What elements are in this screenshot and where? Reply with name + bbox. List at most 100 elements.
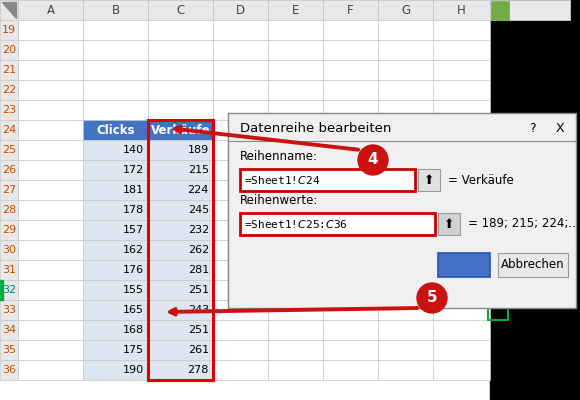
Bar bbox=[0, 40, 18, 60]
Bar bbox=[18, 100, 83, 120]
Text: 22: 22 bbox=[2, 85, 16, 95]
Bar bbox=[83, 220, 148, 240]
Text: Clicks: Clicks bbox=[96, 124, 135, 136]
Bar bbox=[433, 240, 490, 260]
Bar bbox=[148, 180, 213, 200]
Text: 175: 175 bbox=[123, 345, 144, 355]
Bar bbox=[0, 100, 18, 120]
Text: 162: 162 bbox=[123, 245, 144, 255]
Bar bbox=[148, 140, 213, 160]
Bar bbox=[268, 200, 323, 220]
Text: = 189; 215; 224;...: = 189; 215; 224;... bbox=[468, 218, 579, 230]
Text: 23: 23 bbox=[2, 105, 16, 115]
Text: 30: 30 bbox=[2, 245, 16, 255]
Bar bbox=[323, 180, 378, 200]
Bar bbox=[213, 0, 268, 20]
Text: Datenreihe bearbeiten: Datenreihe bearbeiten bbox=[240, 122, 392, 134]
Text: H: H bbox=[457, 4, 466, 16]
Bar bbox=[18, 40, 83, 60]
Bar bbox=[378, 120, 433, 140]
Bar bbox=[213, 20, 268, 40]
Text: C: C bbox=[176, 4, 184, 16]
Text: 34: 34 bbox=[2, 325, 16, 335]
Bar bbox=[378, 240, 433, 260]
Bar bbox=[378, 140, 433, 160]
Text: 243: 243 bbox=[188, 305, 209, 315]
Bar bbox=[378, 300, 433, 320]
Bar bbox=[438, 253, 490, 277]
Text: 27: 27 bbox=[2, 185, 16, 195]
Bar bbox=[213, 160, 268, 180]
Bar bbox=[148, 340, 213, 360]
Bar bbox=[18, 160, 83, 180]
Text: 176: 176 bbox=[123, 265, 144, 275]
Text: Verkäufe: Verkäufe bbox=[151, 124, 211, 136]
Bar bbox=[0, 320, 18, 340]
Bar bbox=[213, 60, 268, 80]
Bar bbox=[83, 200, 148, 220]
Bar bbox=[83, 180, 148, 200]
Bar bbox=[18, 360, 83, 380]
Bar bbox=[433, 80, 490, 100]
Bar bbox=[148, 100, 213, 120]
Bar bbox=[18, 280, 83, 300]
Bar bbox=[433, 280, 490, 300]
Bar bbox=[323, 40, 378, 60]
Bar bbox=[378, 260, 433, 280]
Bar bbox=[213, 180, 268, 200]
Bar bbox=[83, 100, 148, 120]
Bar bbox=[433, 260, 490, 280]
Bar bbox=[83, 160, 148, 180]
Bar bbox=[491, 1, 509, 20]
Text: 26: 26 bbox=[2, 165, 16, 175]
Bar bbox=[378, 40, 433, 60]
Bar bbox=[213, 280, 268, 300]
Bar bbox=[268, 240, 323, 260]
Bar bbox=[378, 60, 433, 80]
Circle shape bbox=[358, 145, 388, 175]
Bar bbox=[433, 40, 490, 60]
Bar bbox=[268, 20, 323, 40]
Bar bbox=[83, 320, 148, 340]
Text: 181: 181 bbox=[123, 185, 144, 195]
Bar bbox=[378, 160, 433, 180]
Bar bbox=[378, 20, 433, 40]
Bar bbox=[83, 300, 148, 320]
Text: 157: 157 bbox=[123, 225, 144, 235]
Bar bbox=[148, 280, 213, 300]
Text: 24: 24 bbox=[2, 125, 16, 135]
Bar bbox=[433, 60, 490, 80]
Bar bbox=[323, 200, 378, 220]
Bar bbox=[378, 200, 433, 220]
Bar bbox=[148, 160, 213, 180]
Text: 36: 36 bbox=[2, 365, 16, 375]
Bar bbox=[240, 169, 415, 191]
Text: 140: 140 bbox=[123, 145, 144, 155]
Bar bbox=[268, 0, 323, 20]
Text: Reihenwerte:: Reihenwerte: bbox=[240, 194, 318, 208]
Bar bbox=[18, 320, 83, 340]
Bar bbox=[323, 0, 378, 20]
Bar bbox=[378, 100, 433, 120]
Bar bbox=[433, 120, 490, 140]
Bar bbox=[0, 240, 18, 260]
Bar bbox=[268, 160, 323, 180]
Bar bbox=[433, 320, 490, 340]
Bar bbox=[433, 360, 490, 380]
Bar bbox=[433, 180, 490, 200]
Text: Reihenname:: Reihenname: bbox=[240, 150, 318, 164]
Bar bbox=[18, 340, 83, 360]
Bar bbox=[323, 360, 378, 380]
Circle shape bbox=[417, 283, 447, 313]
Bar bbox=[213, 320, 268, 340]
Text: 29: 29 bbox=[2, 225, 16, 235]
Text: F: F bbox=[347, 4, 354, 16]
Bar bbox=[148, 120, 213, 140]
Bar bbox=[498, 253, 568, 277]
Bar bbox=[213, 220, 268, 240]
Text: 215: 215 bbox=[188, 165, 209, 175]
Bar bbox=[438, 213, 460, 235]
Bar bbox=[0, 260, 18, 280]
Bar bbox=[83, 360, 148, 380]
Bar bbox=[323, 140, 378, 160]
